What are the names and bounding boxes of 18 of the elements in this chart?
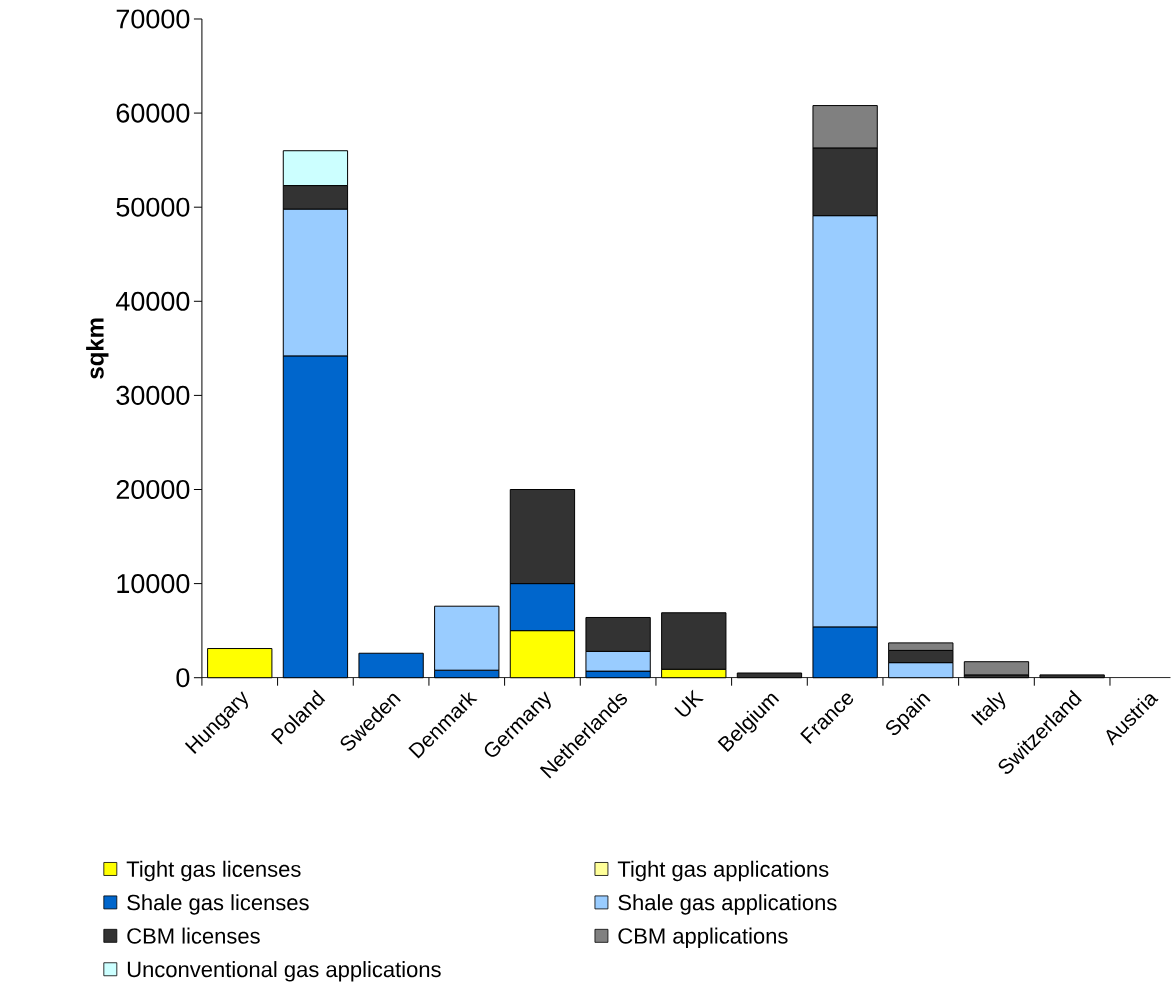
y-tick-label: 70000 <box>116 9 190 29</box>
legend-label: Tight gas applications <box>617 860 829 882</box>
legend-label: Tight gas licenses <box>126 860 301 882</box>
y-tick-label: 0 <box>176 668 190 688</box>
y-tick-label: 10000 <box>117 574 190 594</box>
legend-label: Shale gas applications <box>618 894 837 915</box>
bar <box>963 661 1030 676</box>
legend-label: Shale gas licenses <box>127 894 309 915</box>
y-tick-label: 50000 <box>116 197 190 217</box>
y-axis-title: sqkm <box>86 318 109 380</box>
y-tick-label: 20000 <box>116 480 190 500</box>
y-tick-label: 30000 <box>116 386 190 406</box>
y-tick-label: 40000 <box>115 291 190 312</box>
legend-label: CBM licenses <box>127 927 260 944</box>
legend-label: Unconventional gas applications <box>127 961 441 982</box>
x-tick-label: UK <box>674 689 704 717</box>
legend-label: CBM applications <box>618 927 788 949</box>
y-tick-label: 60000 <box>116 103 190 123</box>
